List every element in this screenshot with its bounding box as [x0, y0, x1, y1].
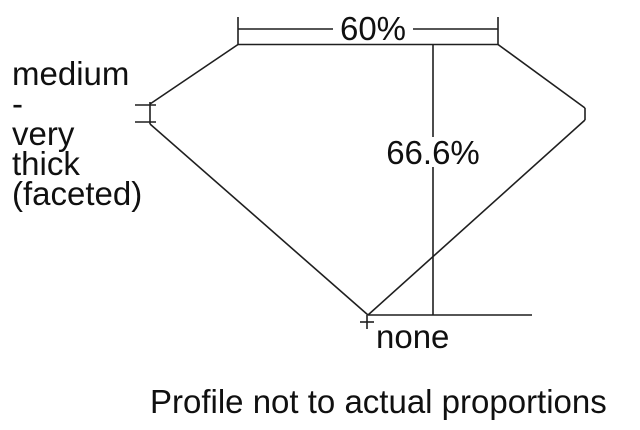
girdle-thickness-label-line-4: thick — [12, 145, 80, 182]
depth-label-mask — [386, 137, 481, 167]
culet-label: none — [376, 318, 449, 355]
depth-percentage-label: 66.6% — [386, 134, 480, 171]
table-label-mask — [333, 14, 413, 42]
girdle-thickness-label-line-2: - — [12, 85, 23, 122]
pavilion-facet-left — [149, 123, 369, 316]
girdle-thickness-label-line-3: very — [12, 115, 75, 152]
crown-facet-left — [149, 43, 239, 105]
crown-facet-right — [497, 43, 586, 109]
table-width-label: 60% — [340, 10, 406, 47]
proportions-caption: Profile not to actual proportions — [150, 383, 607, 420]
girdle-thickness-label-line-5: (faceted) — [12, 175, 142, 212]
pavilion-facet-right — [367, 119, 586, 316]
diagram-lines — [135, 17, 586, 329]
diagram-labels: 60% 66.6% none medium - very thick (face… — [12, 10, 607, 420]
girdle-thickness-label-line-1: medium — [12, 55, 129, 92]
